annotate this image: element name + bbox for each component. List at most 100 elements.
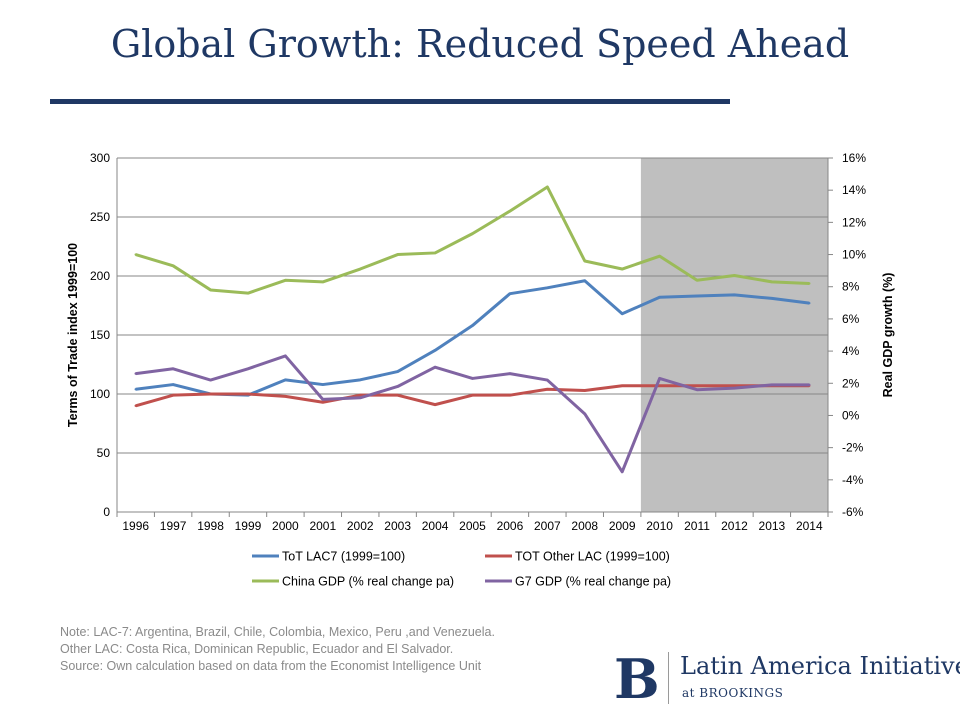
x-tick-label: 2000 xyxy=(272,519,299,533)
data-point xyxy=(733,386,736,390)
x-tick-label: 2005 xyxy=(459,519,486,533)
y-tick-label: 0 xyxy=(103,505,110,519)
line-chart: 0 50 100 150 200 250 300 -6% -4% -2% 0% 2% 4% 6% 8% 10%… xyxy=(66,151,895,589)
data-point xyxy=(359,378,362,382)
y2-tick-label: 2% xyxy=(842,376,860,390)
x-tick-label: 1999 xyxy=(235,519,262,533)
x-tick-label: 2014 xyxy=(796,519,823,533)
y-axis-title: Terms of Trade index 1999=100 xyxy=(66,243,80,427)
y2-tick-label: 4% xyxy=(842,344,860,358)
data-point xyxy=(583,279,586,282)
x-tick-label: 1998 xyxy=(197,519,224,533)
y2-tick-label: -6% xyxy=(842,505,864,519)
y2-tick-label: 14% xyxy=(842,183,866,197)
data-point xyxy=(733,274,736,277)
data-point xyxy=(695,294,699,298)
data-point xyxy=(396,253,399,256)
chart-notes: Note: LAC-7: Argentina, Brazil, Chile, C… xyxy=(60,624,620,675)
data-point xyxy=(171,264,175,268)
brookings-b-logo-icon: B xyxy=(614,650,658,706)
data-point xyxy=(770,383,774,387)
data-point xyxy=(508,372,512,375)
x-tick-label: 2011 xyxy=(684,519,710,533)
data-point xyxy=(171,383,175,386)
y-tick-label: 150 xyxy=(90,328,110,342)
y2-tick-label: 12% xyxy=(842,215,866,229)
data-point xyxy=(284,378,287,382)
x-tick-label: 2002 xyxy=(347,519,374,533)
data-point xyxy=(770,280,774,284)
x-tick-label: 2009 xyxy=(609,519,636,533)
data-point xyxy=(695,279,699,282)
y2-tick-label: -4% xyxy=(842,473,864,487)
data-point xyxy=(433,349,437,352)
data-point xyxy=(583,389,586,392)
data-point xyxy=(134,388,137,391)
data-point xyxy=(808,282,811,285)
logo-name: Latin America Initiative xyxy=(680,652,960,680)
data-point xyxy=(209,378,212,382)
data-point xyxy=(284,279,287,282)
y2-tick-label: 16% xyxy=(842,151,866,165)
y-tick-label: 300 xyxy=(90,151,110,165)
data-point xyxy=(284,395,287,398)
data-point xyxy=(508,292,512,295)
data-point xyxy=(808,383,811,387)
data-point xyxy=(321,280,325,284)
y-tick-label: 200 xyxy=(90,269,110,283)
y2-axis-title: Real GDP growth (%) xyxy=(881,273,895,398)
data-point xyxy=(359,393,362,397)
data-point xyxy=(583,412,586,416)
data-point xyxy=(546,185,549,189)
data-point xyxy=(733,384,736,387)
data-point xyxy=(658,384,661,387)
data-point xyxy=(695,388,699,391)
y2-tick-label: -2% xyxy=(842,441,864,455)
x-tick-label: 2006 xyxy=(497,519,524,533)
x-tick-label: 2003 xyxy=(384,519,411,533)
data-point xyxy=(733,293,736,297)
x-tick-label: 2007 xyxy=(534,519,561,533)
data-point xyxy=(134,372,137,375)
data-point xyxy=(396,370,399,373)
data-point xyxy=(471,377,474,380)
y2-tick-label: 10% xyxy=(842,248,866,262)
note-line-source: Source: Own calculation based on data fr… xyxy=(60,659,482,673)
x-tick-label: 2012 xyxy=(721,519,748,533)
data-point xyxy=(471,393,474,397)
data-point xyxy=(284,354,287,358)
data-point xyxy=(620,312,624,315)
data-point xyxy=(508,393,512,397)
x-tick-label: 2010 xyxy=(646,519,673,533)
slide-title: Global Growth: Reduced Speed Ahead xyxy=(110,22,850,66)
legend-label: TOT Other LAC (1999=100) xyxy=(515,550,670,564)
x-tick-label: 1997 xyxy=(160,519,187,533)
data-point xyxy=(359,267,362,271)
data-point xyxy=(359,396,362,399)
y-tick-label: 250 xyxy=(90,210,110,224)
data-point xyxy=(620,470,624,473)
data-point xyxy=(658,296,661,299)
data-point xyxy=(620,384,624,387)
data-point xyxy=(808,301,811,305)
data-point xyxy=(433,365,437,369)
data-point xyxy=(433,251,437,255)
x-tick-label: 2004 xyxy=(422,519,449,533)
note-line-other-lac: Other LAC: Costa Rica, Dominican Republi… xyxy=(60,642,454,656)
logo-mark: B xyxy=(614,650,658,706)
y2-tick-label: 0% xyxy=(842,408,860,422)
x-tick-label: 2008 xyxy=(571,519,598,533)
data-point xyxy=(321,383,325,386)
data-point xyxy=(620,267,624,271)
x-tick-label: 1996 xyxy=(122,519,149,533)
note-line-lac7: Note: LAC-7: Argentina, Brazil, Chile, C… xyxy=(60,625,495,639)
x-tick-label: 2001 xyxy=(309,519,336,533)
logo-subtitle: at BROOKINGS xyxy=(682,686,784,700)
data-point xyxy=(471,232,474,235)
data-point xyxy=(209,288,212,292)
data-point xyxy=(246,392,250,396)
data-point xyxy=(546,388,549,391)
data-point xyxy=(396,385,399,388)
data-point xyxy=(171,367,175,370)
data-point xyxy=(209,392,212,396)
